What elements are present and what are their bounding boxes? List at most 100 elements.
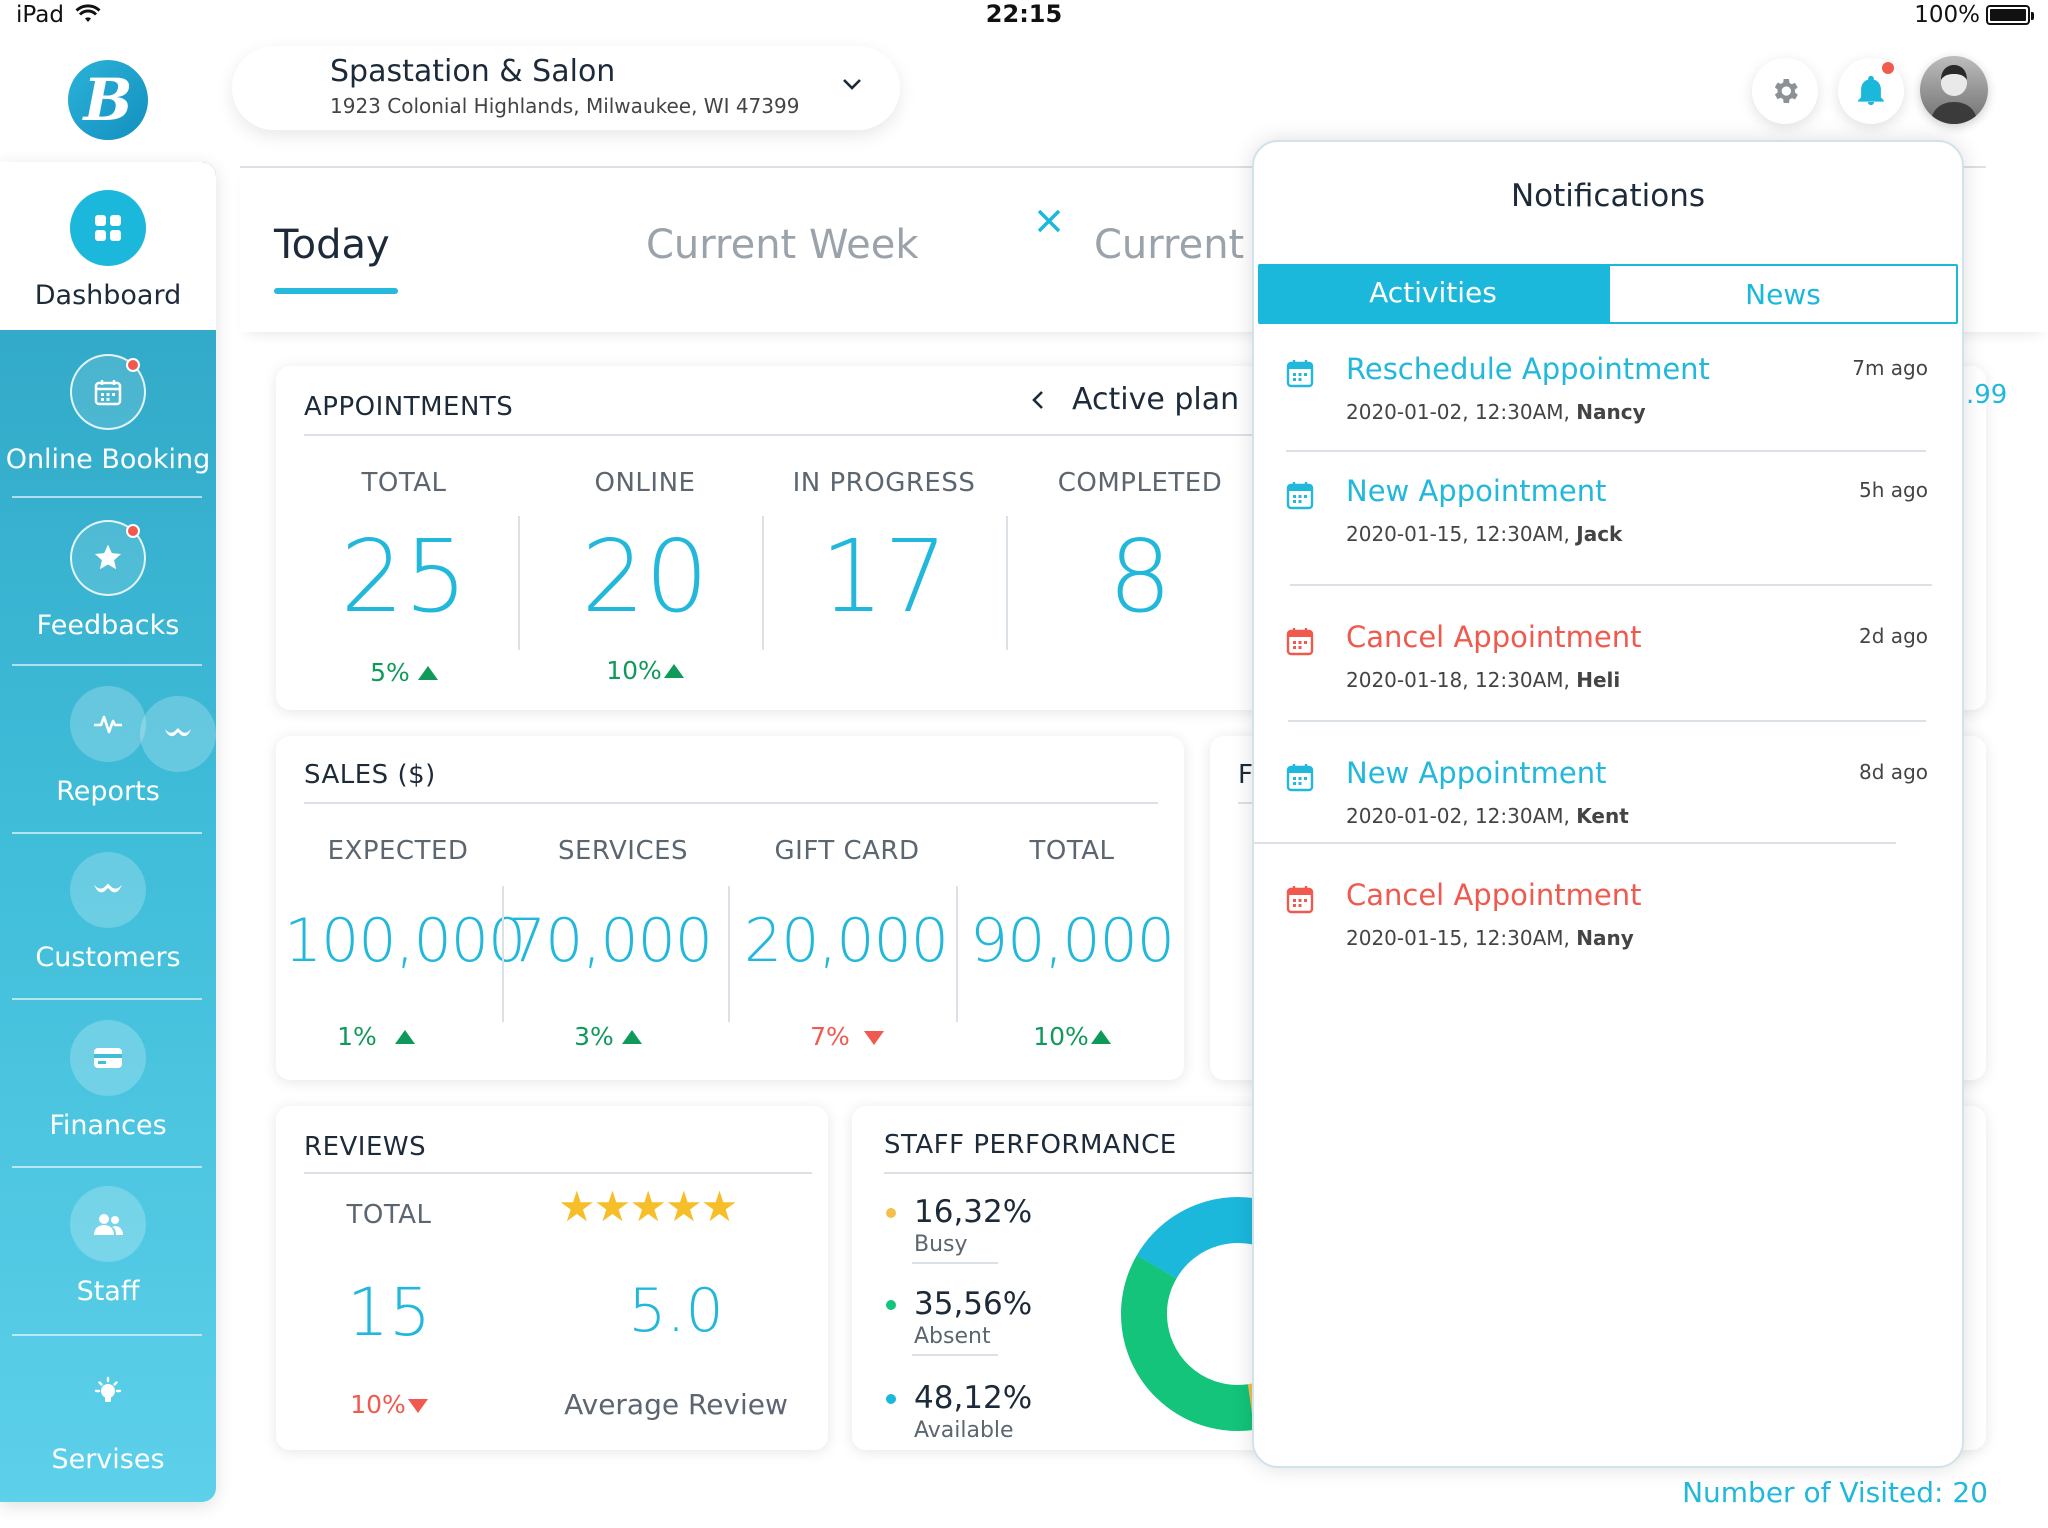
sidebar-item-services[interactable]: Servises [0,1354,216,1475]
settings-button[interactable] [1752,58,1818,124]
notifications-panel: Notifications Activities News Reschedule… [1252,140,1964,1468]
notification-title: New Appointment [1346,474,1607,508]
status-bar: iPad 22:15 100% [0,0,2048,36]
legend-label: Busy [914,1232,968,1257]
notification-detail: 2020-01-15, 12:30AM, Nany [1346,926,1634,950]
notification-divider [1290,584,1932,586]
reviews-total-change: 10% [304,1390,474,1419]
period-tabs: Today Current Week Current [240,166,2048,332]
sidebar-item-label: Finances [49,1110,167,1141]
sidebar-divider [12,1334,202,1336]
sales-expected-change: 1% [276,1022,476,1051]
location-selector[interactable]: Spastation & Salon 1923 Colonial Highlan… [232,46,900,130]
legend-item-absent: 35,56% Absent [886,1286,1032,1349]
col-gift-card-label: GIFT CARD [774,836,920,866]
tab-current-month[interactable]: Current [1094,222,1245,268]
notifications-title: Notifications [1510,178,1706,214]
notification-item[interactable]: Reschedule Appointment 2020-01-02, 12:30… [1254,324,1962,434]
star-icon: ★ [664,1182,703,1231]
trend-up-icon [1090,1030,1111,1044]
legend-dot [886,1394,896,1404]
tab-activities[interactable]: Activities [1258,264,1608,324]
notification-item[interactable]: Cancel Appointment 2020-01-15, 12:30AM, … [1254,850,1962,960]
star-icon: ★ [593,1182,632,1231]
sales-gift-card-value: 20,000 [744,906,949,976]
appointments-total-value: 25 [340,518,468,635]
notification-title: Reschedule Appointment [1346,352,1710,386]
location-name: Spastation & Salon [330,54,616,89]
reviews-card: REVIEWS TOTAL 15 10% ★★★★★ 5.0 Average R… [276,1106,828,1450]
sales-title: SALES ($) [304,760,436,790]
col-in-progress-label: IN PROGRESS [792,468,976,498]
col-total-label: TOTAL [361,468,447,498]
tab-today[interactable]: Today [274,222,390,268]
legend-percent: 16,32% [914,1194,1033,1230]
badge-dot [126,524,140,538]
notification-time: 7m ago [1852,356,1928,380]
sidebar-item-dashboard[interactable]: Dashboard [0,190,216,311]
calendar-icon [70,354,146,430]
close-icon[interactable] [1034,206,1064,240]
sidebar-item-reports[interactable]: Reports [0,686,216,807]
appointments-divider [304,434,1264,436]
notification-item[interactable]: Cancel Appointment 2020-01-18, 12:30AM, … [1254,592,1962,702]
notification-detail: 2020-01-02, 12:30AM, Kent [1346,804,1629,828]
user-avatar[interactable] [1920,56,1988,124]
notification-item[interactable]: New Appointment 2020-01-02, 12:30AM, Ken… [1254,728,1962,838]
appointments-in-progress-value: 17 [820,518,948,635]
trend-down-icon [863,1031,884,1045]
sidebar-item-online-booking[interactable]: Online Booking [0,354,216,475]
sidebar-item-label: Online Booking [5,444,211,475]
trend-up-icon [417,666,438,680]
sidebar-item-label: Customers [35,942,181,973]
sidebar-item-label: Feedbacks [36,610,180,641]
notification-detail: 2020-01-15, 12:30AM, Jack [1346,522,1623,546]
sidebar-item-staff[interactable]: Staff [0,1186,216,1307]
notification-divider [1254,842,1896,844]
legend-dot [886,1300,896,1310]
notification-title: Cancel Appointment [1346,878,1642,912]
gear-icon [1774,79,1798,103]
reviews-total-label: TOTAL [346,1200,432,1230]
sidebar-item-feedbacks[interactable]: Feedbacks [0,520,216,641]
avatar-person-icon [1930,65,1978,124]
active-plan-selector[interactable]: Active plan [1028,382,1239,417]
notification-time: 2d ago [1859,624,1928,648]
mustache-icon [140,696,216,772]
staff-performance-title: STAFF PERFORMANCE [884,1130,1177,1160]
legend-percent: 48,12% [914,1380,1033,1416]
sidebar-item-finances[interactable]: Finances [0,1020,216,1141]
column-divider [728,886,730,1022]
lightbulb-icon [70,1354,146,1430]
tab-news[interactable]: News [1608,264,1958,324]
sidebar-item-customers[interactable]: Customers [0,852,216,973]
column-divider [956,886,958,1022]
reviews-divider [304,1172,812,1174]
sales-total-change: 10% [960,1022,1184,1051]
app-logo[interactable]: B [68,60,148,140]
sales-divider [304,802,1158,804]
sidebar: Dashboard Online Booking Feedbacks Repor… [0,162,216,1502]
battery-icon [1986,5,2034,25]
location-address: 1923 Colonial Highlands, Milwaukee, WI 4… [330,94,800,118]
calendar-icon [1286,764,1314,792]
active-plan-label: Active plan [1072,382,1240,417]
trend-up-icon [663,664,684,678]
reviews-total-value: 15 [347,1274,431,1351]
wifi-icon [75,4,101,22]
notification-divider [1288,720,1926,722]
notification-item[interactable]: New Appointment 2020-01-15, 12:30AM, Jac… [1254,446,1962,556]
sidebar-item-label: Staff [76,1276,140,1307]
notification-detail: 2020-01-02, 12:30AM, Nancy [1346,400,1646,424]
col-online-label: ONLINE [594,468,696,498]
sales-gift-card-change: 7% [732,1022,962,1051]
rating-stars: ★★★★★ [558,1182,738,1231]
appointments-total-change: 5% [304,658,504,687]
notifications-button[interactable] [1838,58,1904,124]
tab-current-week[interactable]: Current Week [646,222,919,268]
appointments-online-change: 10% [534,656,756,685]
sales-total-value: 90,000 [970,906,1175,976]
clipped-value: .99 [1966,380,2008,410]
legend-item-available: 48,12% Available [886,1380,1033,1443]
sidebar-item-label: Servises [51,1444,165,1475]
